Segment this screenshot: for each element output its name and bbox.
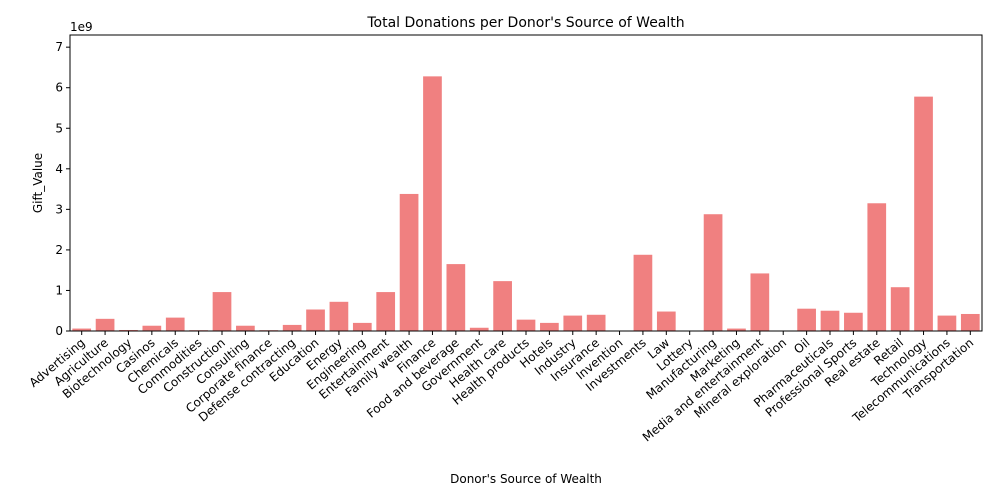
bars-group	[72, 76, 980, 331]
y-tick-label: 1	[55, 283, 63, 297]
bar	[352, 322, 372, 331]
bar	[937, 315, 957, 331]
bar	[306, 309, 325, 331]
bar	[960, 313, 980, 331]
y-tick-label: 2	[55, 243, 63, 257]
plot-frame	[69, 34, 983, 332]
bar	[516, 319, 536, 331]
bar	[727, 328, 746, 331]
bar	[890, 287, 910, 331]
bar	[236, 325, 255, 331]
bar	[750, 273, 770, 331]
bar	[95, 318, 115, 331]
y-tick-label: 4	[55, 162, 63, 176]
x-axis-label: Donor's Source of Wealth	[450, 472, 602, 486]
bar	[469, 327, 489, 331]
y-tick-label: 5	[55, 121, 63, 135]
bar	[282, 324, 302, 331]
y-tick-label: 0	[55, 324, 63, 338]
bar	[446, 264, 466, 331]
y-tick-label: 6	[55, 81, 63, 95]
bar	[423, 76, 442, 331]
bar	[820, 310, 840, 331]
bar	[119, 329, 138, 331]
y-axis-label: Gift_Value	[31, 153, 45, 213]
bar	[493, 281, 512, 331]
bar	[656, 311, 676, 331]
bar	[399, 193, 419, 331]
bar	[586, 314, 606, 331]
bar	[844, 312, 863, 331]
chart-title: Total Donations per Donor's Source of We…	[366, 15, 684, 31]
bar	[329, 301, 349, 331]
bar	[633, 254, 653, 331]
bar	[703, 214, 723, 331]
bar	[563, 315, 583, 331]
bar	[212, 292, 232, 331]
bar	[376, 292, 396, 331]
bar	[914, 96, 933, 331]
bar	[165, 317, 185, 331]
y-tick-label: 3	[55, 202, 63, 216]
y-axis: 0 1 2 3 4 5 6 7	[55, 40, 70, 338]
y-offset-label: 1e9	[70, 20, 93, 34]
y-tick-label: 7	[55, 40, 63, 54]
bar	[72, 328, 92, 331]
bar	[867, 203, 887, 331]
bar	[797, 308, 816, 331]
bar	[142, 325, 162, 331]
bar	[540, 322, 559, 331]
